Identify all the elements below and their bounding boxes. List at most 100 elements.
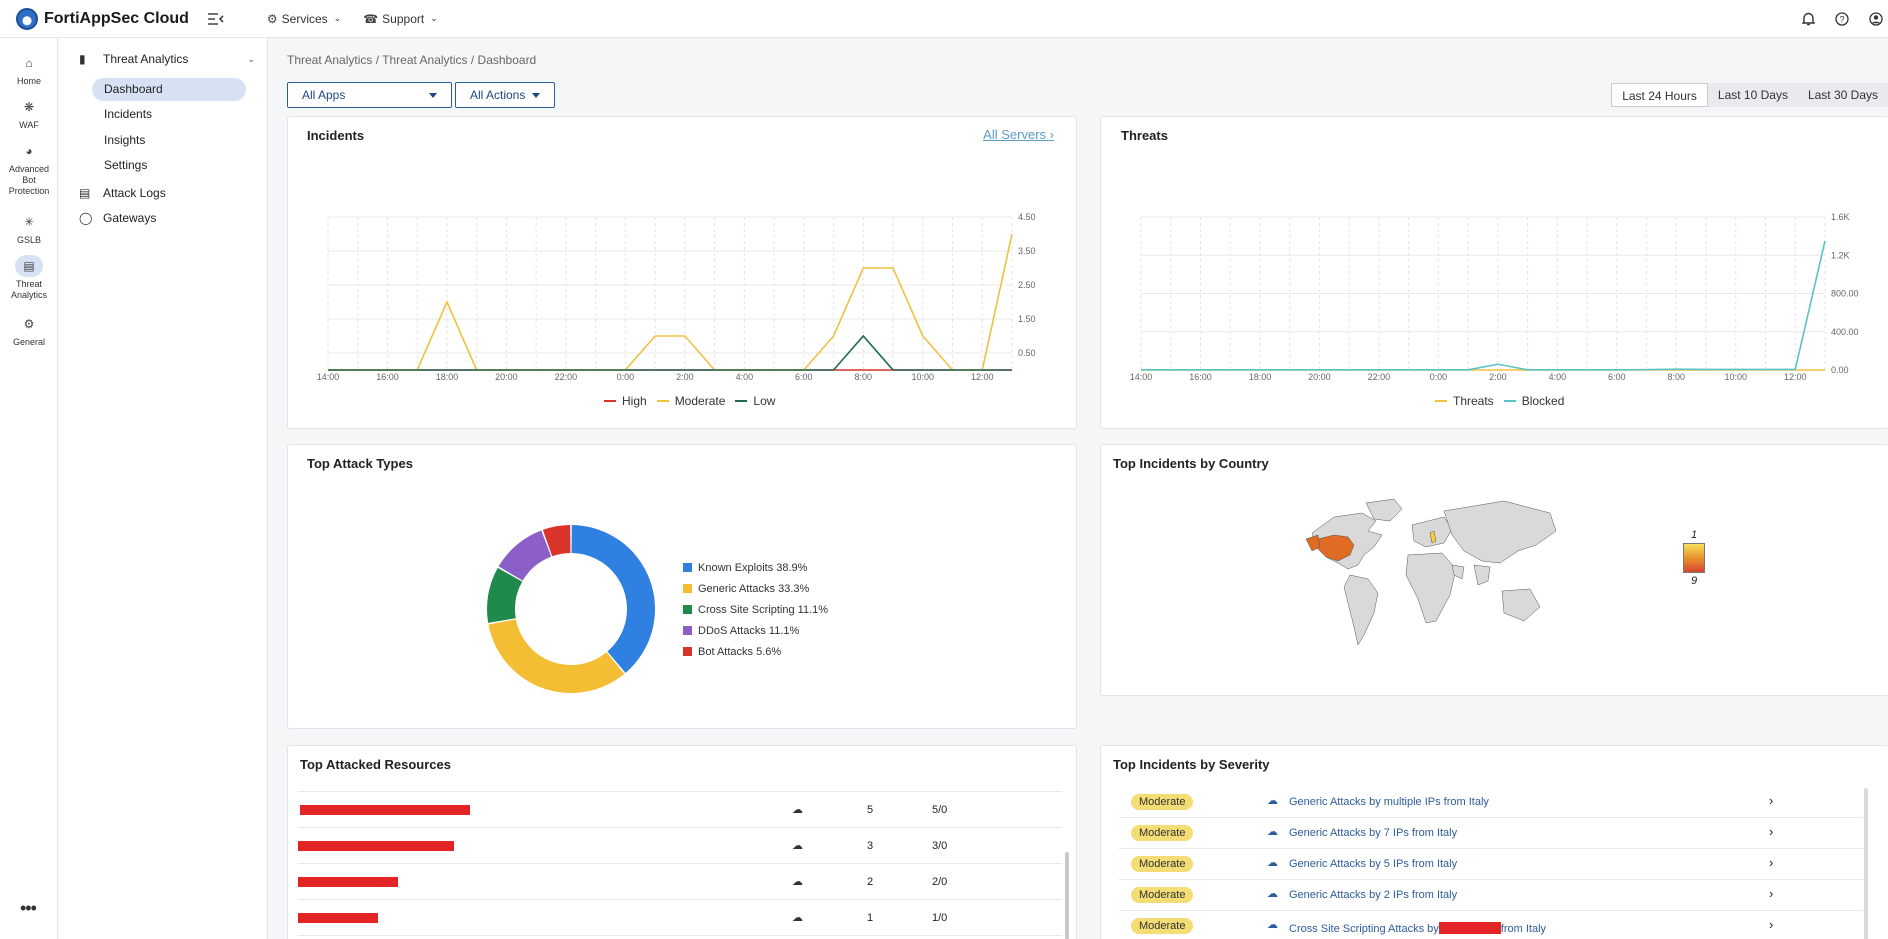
fortiappsec-logo-icon: [16, 7, 38, 30]
threats-line-chart: 0.00 400.00 800.00 1.2K 1.6K 14:00 16:00 18:00 2…: [1130, 212, 1859, 382]
donut-slice[interactable]: [486, 567, 523, 623]
severity-badge: Moderate: [1131, 918, 1194, 934]
incident-link[interactable]: Generic Attacks by 5 IPs from Italy: [1289, 858, 1458, 870]
world-map[interactable]: [1304, 495, 1564, 665]
rail-home[interactable]: ⌂ Home: [0, 52, 58, 87]
threat-analytics-icon: ▤: [15, 255, 43, 277]
severity-scrollbar[interactable]: [1864, 788, 1868, 939]
rail-advanced-bot[interactable]: ◕ Advanced Bot Protection: [0, 140, 58, 197]
legend-threats[interactable]: Threats: [1453, 394, 1494, 408]
severity-badge: Moderate: [1131, 887, 1194, 903]
incident-link-suffix: from Italy: [1500, 923, 1547, 935]
pie-legend-item[interactable]: Known Exploits 38.9%: [683, 557, 828, 578]
incident-link[interactable]: Generic Attacks by 7 IPs from Italy: [1289, 827, 1458, 839]
incidents-x-tick: 18:00: [436, 372, 459, 382]
subnav-attack-logs[interactable]: ▤ Attack Logs: [79, 186, 166, 200]
cloud-icon: ☁: [792, 804, 803, 816]
pie-legend-item[interactable]: Bot Attacks 5.6%: [683, 641, 828, 662]
resources-scrollbar[interactable]: [1065, 852, 1069, 939]
brand[interactable]: FortiAppSec Cloud: [16, 7, 189, 30]
legend-high[interactable]: High: [622, 394, 647, 408]
legend-low[interactable]: Low: [753, 394, 776, 408]
resource-row[interactable]: ☁ 5 5/0: [298, 792, 1062, 828]
pie-legend-swatch: [683, 605, 692, 614]
attack-types-title: Top Attack Types: [307, 456, 413, 471]
chevron-right-icon[interactable]: ›: [1769, 917, 1774, 932]
pie-legend-item[interactable]: Generic Attacks 33.3%: [683, 578, 828, 599]
severity-row[interactable]: Moderate ☁ Generic Attacks by 5 IPs from…: [1119, 849, 1863, 880]
subnav-item-settings[interactable]: Settings: [104, 158, 148, 172]
rail-threat-analytics[interactable]: ▤ Threat Analytics: [0, 255, 58, 301]
severity-row[interactable]: Moderate ☁ Cross Site Scripting Attacks …: [1119, 911, 1863, 939]
donut-slice[interactable]: [488, 619, 625, 693]
incident-link[interactable]: Generic Attacks by 2 IPs from Italy: [1289, 889, 1458, 901]
range-last-30-days[interactable]: Last 30 Days: [1807, 88, 1878, 102]
donut-slice[interactable]: [571, 525, 656, 673]
severity-badge: Moderate: [1131, 825, 1194, 841]
rail-waf-label: WAF: [19, 120, 39, 130]
severity-row[interactable]: Moderate ☁ Generic Attacks by multiple I…: [1119, 787, 1863, 818]
pie-legend-item[interactable]: DDoS Attacks 11.1%: [683, 620, 828, 641]
pie-legend-label: Known Exploits 38.9%: [698, 561, 808, 574]
actions-filter-dropdown[interactable]: All Actions: [455, 82, 555, 108]
chevron-right-icon[interactable]: ›: [1769, 855, 1774, 870]
incident-link[interactable]: Generic Attacks by multiple IPs from Ita…: [1289, 796, 1489, 808]
rail-waf[interactable]: ❋ WAF: [0, 96, 58, 131]
cloud-icon: ☁: [1267, 795, 1278, 807]
subnav-group-threat-analytics[interactable]: ▮ Threat Analytics ⌄: [79, 52, 255, 66]
resource-row[interactable]: ☁ 1 1/0: [298, 900, 1062, 936]
threats-y-tick: 1.6K: [1831, 212, 1850, 222]
subnav-gateways[interactable]: ◯ Gateways: [79, 211, 156, 225]
incidents-y-tick: 2.50: [1018, 280, 1036, 290]
severity-row[interactable]: Moderate ☁ Generic Attacks by 2 IPs from…: [1119, 880, 1863, 911]
gears-icon: ⚙: [23, 316, 35, 331]
dropdown-caret-icon: [532, 93, 540, 98]
cloud-icon: ☁: [1267, 857, 1278, 869]
subnav-item-insights[interactable]: Insights: [104, 133, 146, 147]
all-servers-link[interactable]: All Servers ›: [983, 127, 1054, 142]
chevron-right-icon[interactable]: ›: [1769, 886, 1774, 901]
more-icon[interactable]: •••: [20, 898, 37, 918]
cloud-icon: ☁: [1267, 888, 1278, 900]
chevron-right-icon[interactable]: ›: [1769, 793, 1774, 808]
legend-moderate[interactable]: Moderate: [674, 394, 726, 408]
pie-legend-swatch: [683, 647, 692, 656]
threats-x-tick: 6:00: [1608, 372, 1626, 382]
range-last-24-hours[interactable]: Last 24 Hours: [1611, 83, 1708, 107]
rail-gslb[interactable]: ✳ GSLB: [0, 211, 58, 246]
severity-badge: Moderate: [1131, 856, 1194, 872]
apps-filter-label: All Apps: [302, 88, 346, 102]
incidents-x-tick: 16:00: [376, 372, 399, 382]
incidents-x-tick: 2:00: [676, 372, 694, 382]
resource-row[interactable]: ☁ 2 2/0: [298, 864, 1062, 900]
subnav-item-incidents[interactable]: Incidents: [104, 107, 153, 121]
attack-types-legend: Known Exploits 38.9% Generic Attacks 33.3…: [683, 557, 828, 662]
chevron-right-icon[interactable]: ›: [1769, 824, 1774, 839]
pie-legend-swatch: [683, 563, 692, 572]
subnav-item-dashboard[interactable]: Dashboard: [92, 78, 246, 101]
legend-threats-swatch: [1435, 400, 1447, 402]
support-menu[interactable]: ☎ Support ⌄: [363, 12, 438, 26]
apps-filter-dropdown[interactable]: All Apps: [287, 82, 452, 108]
legend-blocked[interactable]: Blocked: [1521, 394, 1565, 408]
redacted-resource-name: [298, 877, 398, 887]
donut-slice[interactable]: [542, 525, 571, 557]
top-bar: FortiAppSec Cloud ⚙ Services ⌄ ☎ Support…: [0, 0, 1888, 38]
legend-blocked-swatch: [1503, 400, 1516, 402]
resource-row[interactable]: ☁ 3 3/0: [298, 828, 1062, 864]
pie-legend-label: DDoS Attacks 11.1%: [698, 624, 800, 637]
threats-y-tick: 0.00: [1831, 365, 1849, 375]
collapse-menu-icon[interactable]: [207, 12, 225, 26]
secondary-nav: ▮ Threat Analytics ⌄ Dashboard Incidents…: [59, 38, 268, 939]
services-menu[interactable]: ⚙ Services ⌄: [267, 12, 341, 26]
incident-link[interactable]: Cross Site Scripting Attacks by from Ital…: [1289, 920, 1546, 935]
user-avatar-icon[interactable]: [1868, 11, 1884, 27]
range-last-10-days[interactable]: Last 10 Days: [1717, 88, 1788, 102]
bell-icon[interactable]: [1800, 11, 1816, 27]
donut-slice[interactable]: [498, 530, 552, 581]
threats-x-tick: 22:00: [1368, 372, 1391, 382]
rail-general[interactable]: ⚙ General: [0, 313, 58, 348]
help-icon[interactable]: ?: [1834, 11, 1850, 27]
pie-legend-item[interactable]: Cross Site Scripting 11.1%: [683, 599, 828, 620]
severity-row[interactable]: Moderate ☁ Generic Attacks by 7 IPs from…: [1119, 818, 1863, 849]
